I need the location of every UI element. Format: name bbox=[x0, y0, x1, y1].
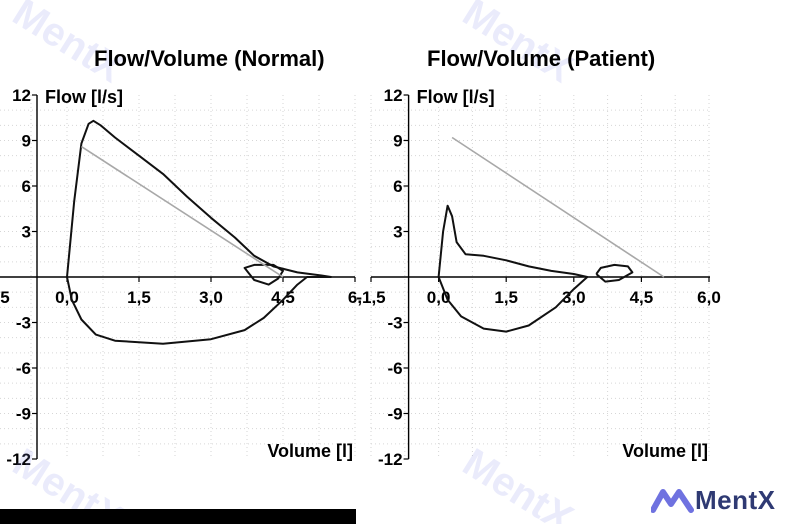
y-tick-label: -6 bbox=[387, 359, 402, 378]
watermark-text: MentX bbox=[455, 440, 580, 524]
x-tick-label: 6,0 bbox=[697, 288, 721, 307]
y-tick-label: -6 bbox=[16, 359, 31, 378]
bottom-black-bar bbox=[0, 509, 356, 524]
y-axis-label: Flow [l/s] bbox=[45, 87, 123, 107]
flow-volume-loop bbox=[595, 263, 634, 283]
y-tick-label: -3 bbox=[387, 314, 402, 333]
y-axis-label: Flow [l/s] bbox=[417, 87, 495, 107]
x-tick-label: 1,5 bbox=[494, 288, 518, 307]
y-tick-label: 12 bbox=[12, 86, 31, 105]
y-tick-label: 9 bbox=[393, 132, 402, 151]
x-tick-label: 3,0 bbox=[199, 288, 223, 307]
flow-volume-loop bbox=[66, 119, 332, 345]
y-tick-label: 12 bbox=[384, 86, 403, 105]
y-tick-label: 3 bbox=[22, 223, 31, 242]
y-tick-label: -12 bbox=[6, 450, 31, 469]
x-tick-label: 6, bbox=[348, 288, 362, 307]
x-axis-label: Volume [l] bbox=[267, 441, 353, 461]
y-tick-label: -12 bbox=[378, 450, 403, 469]
flow-volume-loop bbox=[437, 204, 589, 333]
x-tick-label: 1,5 bbox=[127, 288, 151, 307]
y-tick-label: 3 bbox=[393, 223, 402, 242]
x-tick-label: 3,0 bbox=[562, 288, 586, 307]
reference-line bbox=[451, 136, 665, 278]
x-axis-label: Volume [l] bbox=[622, 441, 708, 461]
y-tick-label: 9 bbox=[22, 132, 31, 151]
logo-text: MentX bbox=[695, 485, 776, 515]
y-tick-label: 6 bbox=[22, 177, 31, 196]
reference-line bbox=[80, 145, 284, 278]
x-tick-label: 0,0 bbox=[55, 288, 79, 307]
x-tick-label: -1,5 bbox=[356, 288, 385, 307]
chart-title-patient: Flow/Volume (Patient) bbox=[427, 46, 656, 71]
flow-volume-loop bbox=[243, 263, 284, 286]
y-tick-label: 6 bbox=[393, 177, 402, 196]
y-tick-label: -3 bbox=[16, 314, 31, 333]
x-tick-label: 4,5 bbox=[630, 288, 654, 307]
x-tick-label: -1,5 bbox=[0, 288, 10, 307]
brand-logo: MentX bbox=[651, 485, 776, 516]
mentx-logo-icon bbox=[651, 488, 694, 513]
chart-title-normal: Flow/Volume (Normal) bbox=[94, 46, 325, 71]
y-tick-label: -9 bbox=[387, 405, 402, 424]
y-tick-label: -9 bbox=[16, 405, 31, 424]
